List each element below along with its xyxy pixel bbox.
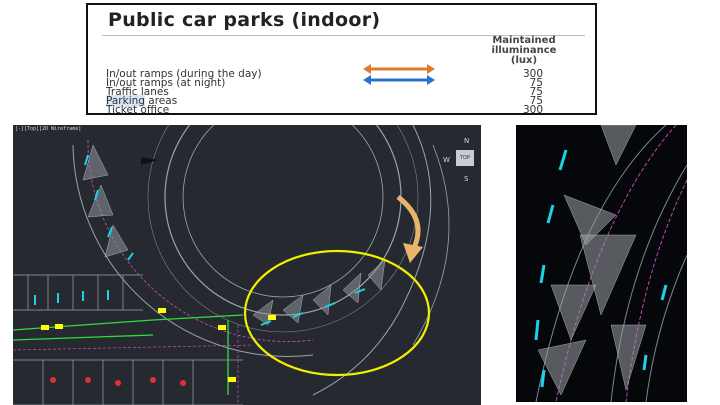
row-label-highlighted: Parking areas bbox=[106, 95, 177, 107]
header-line-3: (lux) bbox=[510, 55, 538, 66]
blue-double-arrow-icon bbox=[363, 75, 435, 85]
highlighted-word: Parking bbox=[106, 95, 145, 107]
light-triangles bbox=[82, 144, 386, 326]
table-row: In/out ramps (during the day) 300 bbox=[106, 68, 565, 80]
cad-zoom-drawing bbox=[534, 125, 687, 402]
cyan-light-marks bbox=[34, 154, 366, 326]
table-title: Public car parks (indoor) bbox=[108, 9, 381, 31]
row-label-rest: areas bbox=[144, 95, 178, 107]
table-column-header: Maintained illuminance (lux) bbox=[469, 36, 579, 66]
header-line-1: Maintained bbox=[492, 35, 556, 46]
zoom-outer-edge bbox=[645, 254, 687, 402]
row-value: 300 bbox=[522, 68, 543, 80]
cad-viewport-main[interactable]: [-][Top][2D Wireframe] bbox=[13, 125, 481, 405]
header-line-2: illuminance bbox=[491, 45, 557, 56]
ramp-inner-circle bbox=[182, 125, 384, 298]
right-curve-2 bbox=[412, 144, 450, 346]
illuminance-table: Public car parks (indoor) Maintained ill… bbox=[86, 3, 597, 116]
table-row: Parking areas 75 bbox=[106, 95, 565, 107]
parking-grid bbox=[13, 274, 243, 405]
right-curve bbox=[312, 125, 432, 396]
yellow-fixtures bbox=[41, 308, 276, 382]
magenta-arc bbox=[87, 139, 314, 342]
highlight-circle bbox=[243, 249, 431, 377]
row-label: In/out ramps (during the day) bbox=[106, 68, 262, 80]
compass-west: W bbox=[443, 156, 450, 164]
zoom-triangles bbox=[537, 125, 647, 396]
double-arrow-icons bbox=[363, 64, 435, 85]
cad-drawing bbox=[13, 125, 450, 405]
red-marks bbox=[50, 377, 186, 386]
row-value: 75 bbox=[529, 77, 543, 89]
orange-arrowhead-icon bbox=[403, 243, 423, 263]
view-cube-top-face[interactable]: TOP bbox=[456, 150, 474, 166]
ramp-outer-circle bbox=[164, 125, 402, 316]
row-value: 75 bbox=[529, 86, 543, 98]
orange-double-arrow-icon bbox=[363, 64, 435, 74]
table-row: Ticket office 300 bbox=[106, 104, 565, 116]
table-row: In/out ramps (at night) 75 bbox=[106, 77, 565, 89]
black-flag-mark bbox=[141, 157, 158, 165]
row-value: 300 bbox=[522, 104, 543, 116]
zoom-magenta-arc-2 bbox=[625, 179, 687, 402]
compass-south: S bbox=[464, 175, 469, 183]
row-label: In/out ramps (at night) bbox=[106, 77, 226, 89]
row-label: Ticket office bbox=[106, 104, 170, 116]
zoom-cyan-marks bbox=[534, 149, 668, 388]
row-value: 75 bbox=[529, 95, 543, 107]
ramp-edge-circle bbox=[147, 125, 419, 333]
magenta-grid bbox=[13, 325, 254, 405]
outer-ramp-arc bbox=[72, 144, 314, 357]
zoom-mid-edge bbox=[610, 164, 687, 402]
compass-north: N bbox=[464, 137, 470, 145]
table-header-rule bbox=[102, 35, 585, 36]
viewport-label[interactable]: [-][Top][2D Wireframe] bbox=[15, 126, 82, 132]
view-cube[interactable]: N W TOP S bbox=[443, 137, 487, 197]
cad-viewport-zoom[interactable] bbox=[516, 125, 687, 402]
orange-curved-arrow-icon bbox=[396, 195, 421, 252]
